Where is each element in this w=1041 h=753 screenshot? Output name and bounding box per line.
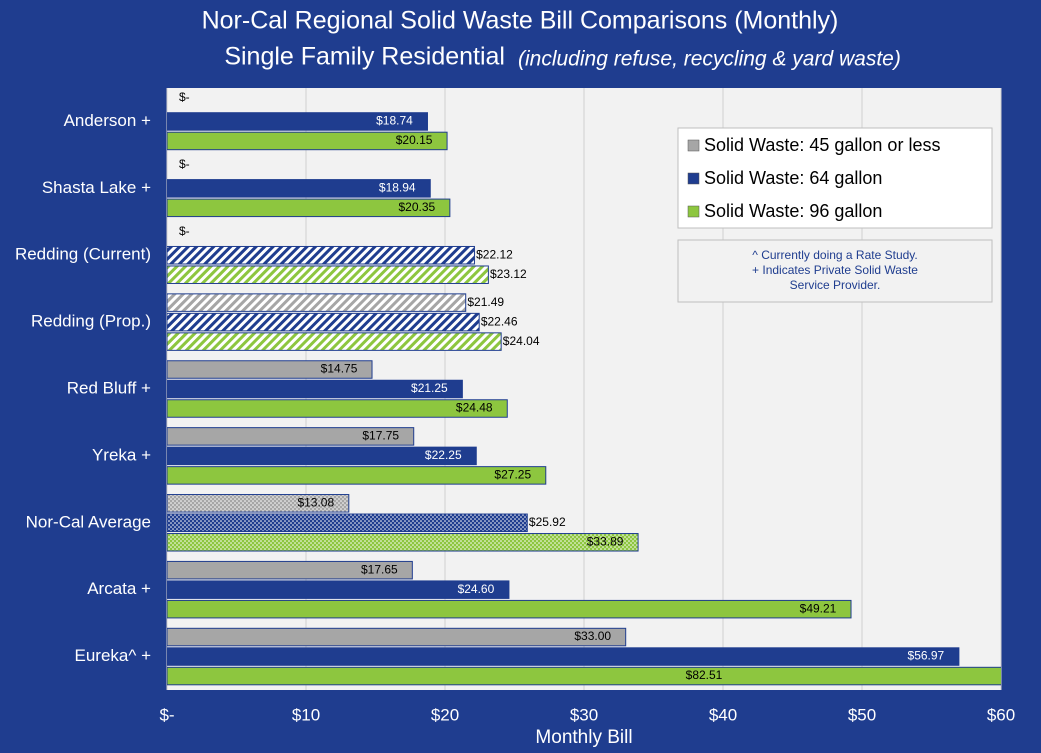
y-tick-label: Shasta Lake +: [42, 178, 151, 197]
x-tick-label: $20: [431, 705, 459, 724]
bar: [167, 666, 1001, 686]
bar: [167, 427, 415, 446]
data-label: $18.94: [379, 181, 416, 195]
bar: [167, 599, 852, 619]
note-line: Service Provider.: [790, 278, 881, 292]
data-label: $20.15: [396, 133, 433, 147]
bar: [167, 533, 639, 552]
x-axis-label: Monthly Bill: [535, 727, 632, 748]
data-label: $17.65: [361, 562, 398, 576]
x-tick-label: $60: [987, 705, 1015, 724]
y-tick-label: Eureka^ +: [75, 646, 152, 665]
bar: [167, 265, 489, 284]
bar: [167, 379, 463, 399]
note-line: ^ Currently doing a Rate Study.: [752, 248, 918, 262]
note-box: [677, 239, 993, 303]
bar: [167, 627, 627, 647]
data-label: $33.00: [574, 629, 611, 643]
data-label: $21.49: [467, 295, 504, 309]
data-label: $56.97: [908, 649, 945, 663]
data-label: $33.89: [587, 534, 624, 548]
x-tick-label: $10: [292, 705, 320, 724]
data-label: $14.75: [321, 362, 358, 376]
legend-swatch: [687, 205, 700, 218]
subtitle-note: (including refuse, recycling & yard wast…: [518, 48, 901, 71]
bar: [167, 179, 431, 198]
legend-swatch: [687, 172, 700, 185]
bar: [167, 494, 350, 513]
y-tick-label: Yreka +: [92, 445, 151, 464]
data-label: $49.21: [800, 601, 837, 615]
bar: [167, 446, 477, 466]
bar: [167, 198, 451, 218]
bar: [167, 466, 547, 485]
data-label: $-: [179, 224, 190, 238]
bar: [167, 580, 510, 599]
data-label: $-: [179, 157, 190, 171]
legend-swatch: [687, 139, 700, 152]
data-label: $22.25: [425, 448, 462, 462]
data-label: $24.48: [456, 401, 493, 415]
bar: [167, 560, 413, 580]
y-tick-label: Redding (Prop.): [31, 312, 151, 331]
y-tick-label: Arcata +: [87, 579, 151, 598]
data-label: $23.12: [490, 267, 527, 281]
x-tick-label: $-: [159, 705, 174, 724]
data-label: $18.74: [376, 114, 413, 128]
data-label: $21.25: [411, 381, 448, 395]
data-label: $22.12: [476, 247, 513, 261]
data-label: $20.35: [399, 200, 436, 214]
data-label: $24.60: [458, 582, 495, 596]
bars: [167, 112, 1001, 686]
note-line: + Indicates Private Solid Waste: [752, 263, 918, 277]
y-tick-label: Redding (Current): [15, 245, 151, 264]
data-label: $13.08: [297, 495, 334, 509]
x-tick-label: $50: [848, 705, 876, 724]
data-label: $27.25: [494, 468, 531, 482]
data-label: $17.75: [362, 429, 399, 443]
bar: [167, 312, 480, 332]
bar: [167, 131, 448, 151]
legend-label: Solid Waste: 45 gallon or less: [704, 135, 940, 155]
bar: [167, 293, 467, 312]
legend-label: Solid Waste: 64 gallon: [704, 168, 882, 188]
bar: [167, 647, 960, 666]
bar: [167, 399, 508, 418]
y-tick-label: Nor-Cal Average: [26, 512, 151, 531]
bar: [167, 245, 475, 265]
bar: [167, 513, 528, 533]
bar: [167, 360, 373, 379]
x-tick-label: $40: [709, 705, 737, 724]
y-tick-label: Anderson +: [64, 111, 151, 130]
bar: [167, 332, 502, 351]
y-tick-label: Red Bluff +: [67, 378, 151, 397]
legend-label: Solid Waste: 96 gallon: [704, 201, 882, 221]
x-tick-label: $30: [570, 705, 598, 724]
bar: [167, 112, 428, 131]
legend-box: [677, 127, 993, 229]
data-label: $25.92: [529, 515, 566, 529]
data-label: $-: [179, 90, 190, 104]
data-label: $22.46: [481, 314, 518, 328]
data-label: $24.04: [503, 334, 540, 348]
chart-title: Nor-Cal Regional Solid Waste Bill Compar…: [202, 7, 839, 35]
chart-subtitle: Single Family Residential: [224, 43, 505, 71]
data-label: $82.51: [686, 668, 723, 682]
